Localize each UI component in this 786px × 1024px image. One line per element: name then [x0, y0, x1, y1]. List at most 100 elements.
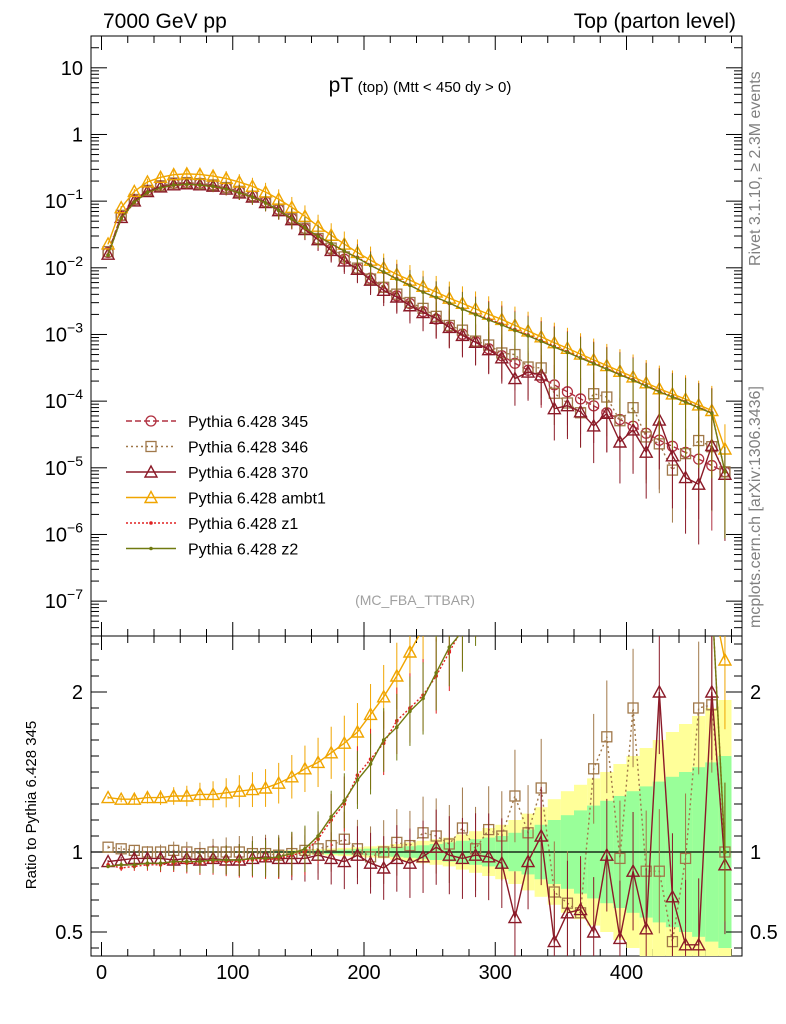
ratio-data-point: [395, 725, 399, 729]
ratio-data-point: [500, 594, 504, 598]
data-point: [578, 356, 583, 360]
data-point: [691, 476, 706, 490]
ratio-data-point: [276, 855, 281, 859]
ratio-data-point: [119, 863, 123, 867]
data-point: [560, 398, 575, 412]
ratio-data-point: [415, 849, 431, 863]
legend-label: Pythia 6.428 370: [188, 465, 308, 482]
ratio-data-point: [376, 689, 391, 703]
data-point: [237, 191, 242, 195]
data-point: [114, 200, 129, 214]
ratio-data-point: [483, 590, 495, 601]
ratio-series-line: [107, 636, 726, 868]
ratio-data-point: [100, 790, 116, 804]
ratio-data-point: [513, 594, 517, 598]
ratio-data-point: [579, 594, 583, 598]
series-line: [107, 181, 726, 473]
ratio-data-point: [455, 850, 470, 865]
data-point: [494, 350, 509, 364]
data-point: [434, 295, 438, 300]
x-tick-label: 200: [347, 962, 380, 984]
ratio-data-point: [599, 847, 614, 861]
ratio-data-point: [535, 590, 547, 601]
ratio-data-point: [509, 590, 521, 601]
ratio-data-point: [639, 921, 654, 935]
ratio-data-point: [337, 735, 352, 749]
ratio-data-point: [171, 859, 176, 864]
ratio-data-point: [494, 855, 509, 869]
ratio-data-point: [507, 910, 523, 924]
data-point: [696, 405, 701, 410]
legend-marker: [149, 521, 153, 525]
ratio-data-point: [153, 790, 168, 804]
legend: Pythia 6.428 345 Pythia 6.428 346 Pythia 6…: [126, 414, 326, 559]
data-point: [455, 327, 470, 342]
ratio-data-point: [697, 594, 701, 598]
ratio-data-point: [402, 644, 418, 658]
data-point: [507, 371, 523, 385]
ratio-data-point: [468, 847, 483, 861]
series-line: [107, 173, 726, 450]
ratio-data-point: [303, 847, 307, 851]
ratio-data-point: [653, 590, 665, 601]
data-point: [363, 272, 378, 286]
legend-marker: [145, 440, 157, 453]
ratio-data-point: [548, 590, 560, 601]
data-point: [100, 246, 116, 260]
ratio-data-point: [417, 622, 429, 633]
ratio-data-point: [119, 866, 123, 870]
data-point: [153, 179, 168, 193]
data-point: [539, 339, 543, 344]
ratio-data-point: [579, 594, 583, 598]
ratio-data-point: [539, 594, 543, 598]
data-point: [185, 182, 189, 187]
data-point: [618, 372, 622, 377]
ratio-data-point: [342, 799, 347, 803]
header-left: 7000 GeV pp: [103, 10, 227, 33]
ratio-data-point: [658, 594, 662, 598]
ratio-y-tick-label-right: 0.5: [750, 922, 778, 944]
main-title-cut: (Mtt < 450 dy > 0): [393, 79, 511, 96]
ratio-data-point: [625, 863, 641, 877]
x-tick-label: 300: [479, 962, 512, 984]
ratio-data-point: [631, 594, 635, 598]
data-point: [303, 226, 307, 230]
ratio-data-point: [560, 905, 575, 919]
data-point: [678, 470, 693, 484]
data-point: [368, 263, 373, 268]
x-tick-label: 400: [610, 962, 643, 984]
ratio-data-point: [324, 850, 339, 865]
ratio-ylabel: Ratio to Pythia 6.428 345: [23, 721, 40, 889]
ratio-data-point: [592, 594, 596, 598]
ratio-y-tick-label: 1: [72, 842, 83, 864]
ratio-data-point: [684, 594, 688, 598]
y-tick-label: 10−2: [45, 253, 83, 280]
data-point: [153, 169, 168, 184]
ratio-data-point: [145, 861, 150, 865]
data-point: [670, 395, 675, 399]
data-point: [350, 261, 365, 275]
ratio-data-point: [442, 847, 457, 861]
data-point: [565, 350, 570, 355]
ratio-data-point: [573, 902, 588, 916]
data-point: [631, 378, 635, 383]
data-point: [119, 216, 123, 221]
ratio-data-point: [627, 590, 639, 601]
ratio-y-tick-label: 2: [72, 682, 83, 704]
ratio-data-point: [618, 594, 622, 598]
ratio-series-line: [107, 636, 726, 800]
legend-label: Pythia 6.428 ambt1: [188, 491, 326, 508]
data-point: [460, 307, 465, 311]
ratio-data-point: [627, 702, 639, 714]
analysis-label: (MC_FBA_TTBAR): [355, 592, 475, 608]
ratio-data-point: [671, 594, 675, 598]
data-point: [683, 400, 688, 404]
ratio-data-point: [350, 724, 365, 738]
data-point: [639, 444, 654, 458]
legend-label: Pythia 6.428 345: [188, 414, 308, 431]
data-point: [179, 166, 194, 180]
data-point: [486, 318, 491, 322]
main-title-sub: (top): [358, 79, 389, 96]
legend-marker: [143, 490, 159, 504]
data-point: [337, 253, 352, 267]
